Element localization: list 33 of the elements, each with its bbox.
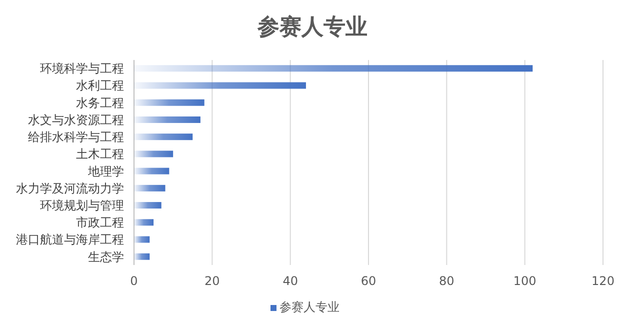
bar: [134, 202, 162, 209]
bar: [134, 150, 174, 158]
y-tick-label: 土木工程: [76, 147, 124, 162]
y-tick-label: 环境规划与管理: [40, 198, 124, 212]
bar: [134, 219, 154, 226]
bar: [134, 184, 166, 192]
y-tick-label: 港口航道与海岸工程: [16, 232, 124, 247]
x-tick-label: 120: [592, 274, 614, 288]
y-tick-label: 水文与水资源工程: [28, 112, 124, 127]
y-tick-label: 地理学: [87, 164, 124, 178]
x-tick-label: 20: [204, 274, 220, 288]
y-tick-label: 生态学: [88, 250, 124, 264]
legend-label: 参赛人专业: [280, 300, 340, 314]
y-tick-label: 水利工程: [76, 78, 124, 93]
x-tick-label: 40: [282, 274, 298, 288]
bar: [134, 236, 150, 243]
y-tick-label: 环境科学与工程: [40, 62, 124, 76]
x-tick-label: 80: [439, 274, 454, 288]
bar: [134, 168, 170, 174]
x-tick-label: 0: [130, 274, 138, 288]
y-tick-label: 市政工程: [76, 216, 124, 230]
bar: [134, 82, 306, 89]
y-tick-label: 水力学及河流动力学: [16, 181, 124, 196]
y-tick-label: 给排水科学与工程: [28, 130, 124, 144]
chart-title: 参赛人专业: [256, 14, 368, 40]
bar: [134, 65, 533, 72]
bar: [134, 99, 204, 106]
bar: [134, 134, 193, 140]
y-tick-label: 水务工程: [76, 96, 124, 110]
bar: [134, 253, 150, 260]
bar: [134, 116, 200, 123]
x-tick-label: 60: [360, 274, 376, 288]
x-tick-label: 100: [513, 274, 536, 288]
